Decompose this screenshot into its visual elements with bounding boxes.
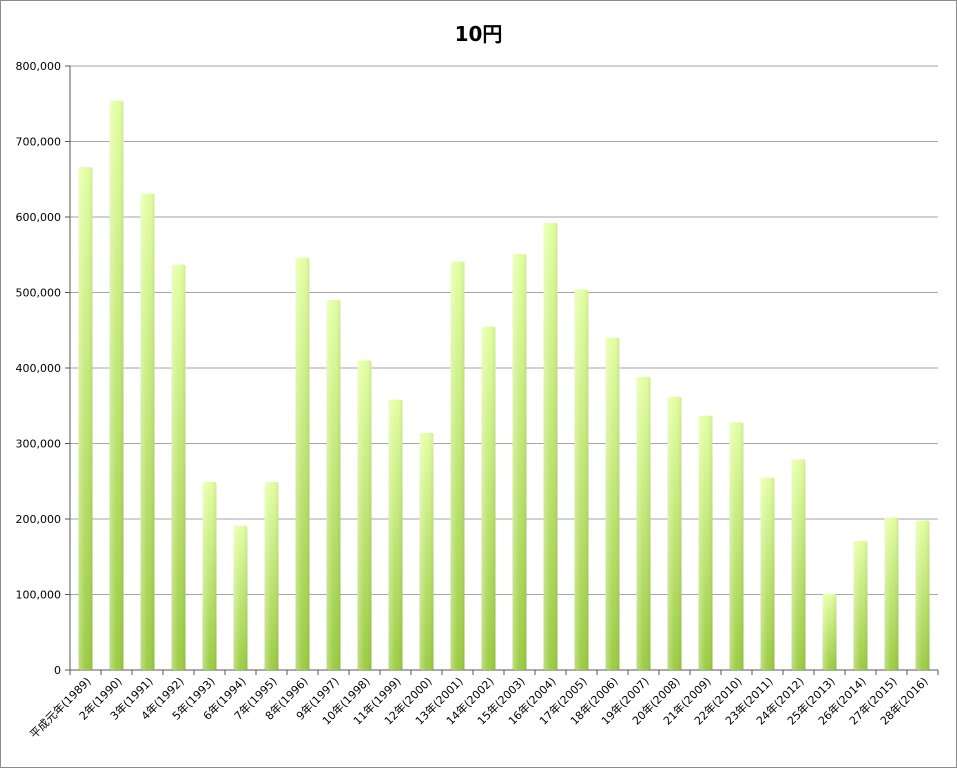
y-tick-label: 600,000 [16,211,62,224]
y-tick-label: 700,000 [16,136,62,149]
bar-highlight [667,396,682,670]
bar-highlight [109,100,124,671]
bar-highlight [543,223,558,671]
bar-highlight [698,415,713,670]
bar-highlight [388,399,403,670]
y-tick-label: 0 [54,664,61,677]
bar-highlight [264,482,279,670]
bar-highlight [884,517,899,670]
bar-highlight [140,193,155,670]
bar-highlight [419,432,434,670]
chart-title: 10円 [454,22,503,46]
bar-highlight [202,482,217,670]
bar-highlight [729,422,744,670]
bar-highlight [636,377,651,670]
bar-highlight [574,289,589,670]
bar-highlight [78,167,93,671]
bar-highlight [853,540,868,670]
bar-highlight [357,360,372,670]
bar-highlight [450,261,465,670]
bar-highlight [605,337,620,670]
bar-highlight [791,459,806,670]
bar-highlight [171,264,186,670]
y-tick-label: 400,000 [16,362,62,375]
bar-highlight [822,593,837,670]
bar-highlight [760,477,775,670]
bar-highlight [233,525,248,670]
bar-highlight [326,300,341,670]
y-tick-label: 200,000 [16,513,62,526]
y-tick-label: 100,000 [16,589,62,602]
bar-highlight [915,520,930,670]
bar-highlight [481,326,496,670]
bar-highlight [295,257,310,670]
y-tick-label: 500,000 [16,287,62,300]
y-tick-label: 800,000 [16,60,62,73]
bar-highlight [512,253,527,670]
y-tick-label: 300,000 [16,438,62,451]
